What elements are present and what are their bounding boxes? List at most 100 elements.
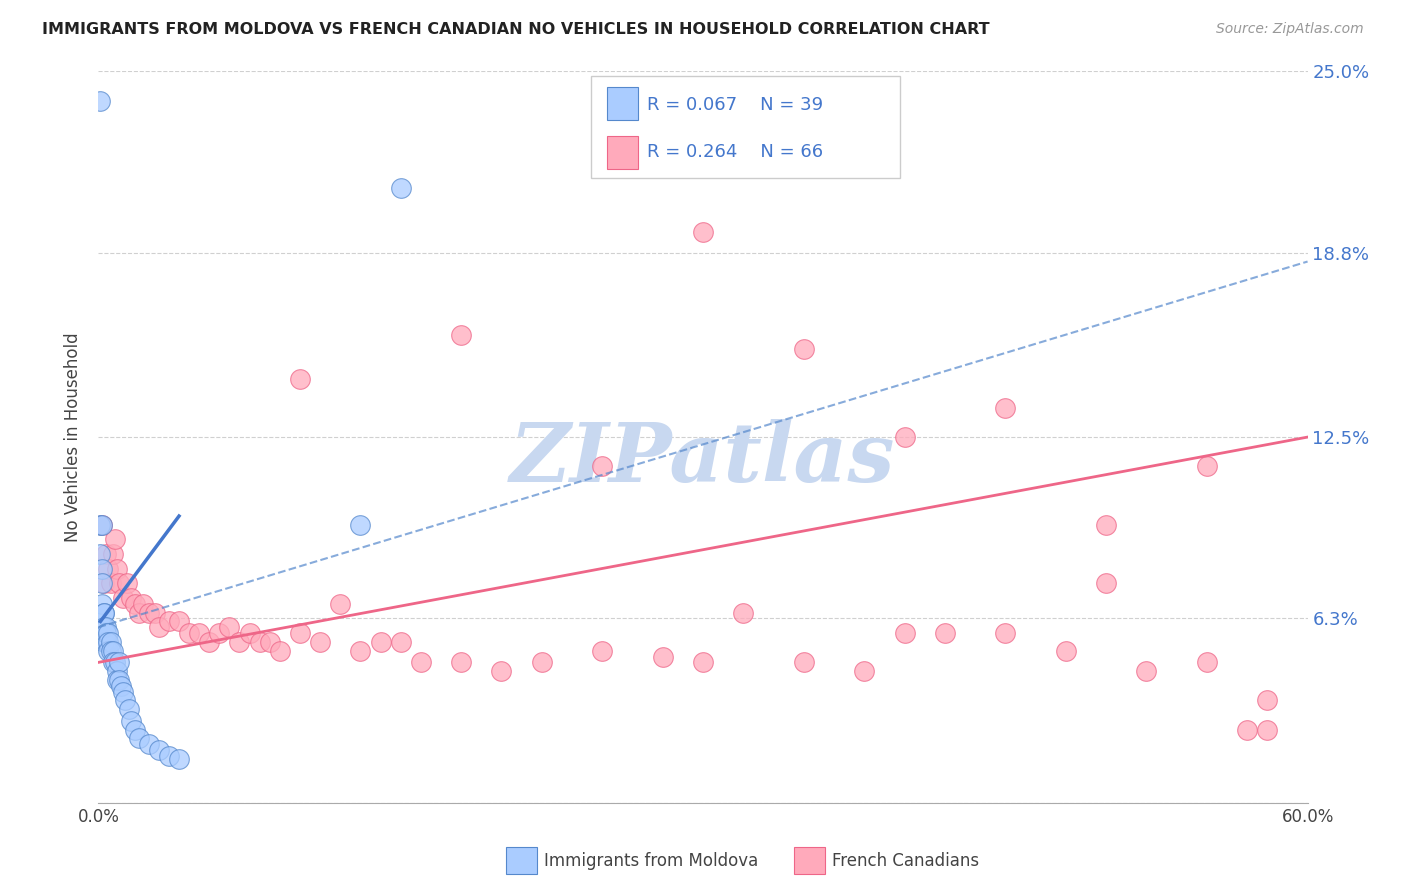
Text: R = 0.264    N = 66: R = 0.264 N = 66 — [647, 143, 823, 161]
Text: Source: ZipAtlas.com: Source: ZipAtlas.com — [1216, 22, 1364, 37]
Point — [450, 656, 472, 670]
Point — [138, 606, 160, 620]
Point — [120, 591, 142, 605]
Point — [409, 656, 432, 670]
Point — [101, 643, 124, 657]
Point — [107, 673, 129, 687]
Point — [591, 459, 613, 474]
Point — [269, 643, 291, 657]
Point — [111, 684, 134, 698]
Point — [370, 635, 392, 649]
Point — [934, 626, 956, 640]
Point — [91, 597, 114, 611]
Point — [101, 656, 124, 670]
Point — [105, 664, 128, 678]
Point — [107, 576, 129, 591]
Point — [491, 664, 513, 678]
Point — [96, 547, 118, 561]
Point — [148, 620, 170, 634]
Point — [228, 635, 250, 649]
Point — [157, 749, 180, 764]
Point — [96, 635, 118, 649]
Point — [179, 626, 201, 640]
Point — [167, 615, 190, 629]
Point — [188, 626, 211, 640]
Point — [120, 714, 142, 728]
Text: ZIPatlas: ZIPatlas — [510, 419, 896, 499]
Point — [115, 576, 138, 591]
Point — [101, 547, 124, 561]
Point — [450, 327, 472, 342]
Y-axis label: No Vehicles in Household: No Vehicles in Household — [65, 332, 83, 542]
Point — [97, 562, 120, 576]
Point — [793, 343, 815, 357]
Point — [167, 752, 190, 766]
Point — [389, 181, 412, 195]
Point — [288, 371, 311, 385]
Point — [853, 152, 876, 166]
Point — [309, 635, 332, 649]
Point — [239, 626, 262, 640]
Point — [1236, 723, 1258, 737]
Point — [91, 576, 114, 591]
Point — [89, 547, 111, 561]
Point — [110, 679, 132, 693]
Point — [1054, 643, 1077, 657]
Point — [157, 615, 180, 629]
Point — [530, 656, 553, 670]
Point — [853, 664, 876, 678]
Point — [100, 643, 122, 657]
Point — [128, 606, 150, 620]
Point — [259, 635, 281, 649]
Point — [1095, 576, 1118, 591]
Point — [89, 517, 111, 532]
Point — [103, 533, 125, 547]
Point — [1256, 723, 1278, 737]
Point — [692, 656, 714, 670]
Point — [96, 626, 118, 640]
Point — [100, 576, 122, 591]
Point — [651, 649, 673, 664]
Point — [96, 620, 118, 634]
Text: R = 0.067    N = 39: R = 0.067 N = 39 — [647, 96, 823, 114]
Point — [218, 620, 240, 634]
Point — [91, 517, 114, 532]
Point — [89, 94, 111, 108]
Point — [692, 225, 714, 239]
Point — [249, 635, 271, 649]
Text: French Canadians: French Canadians — [832, 852, 980, 870]
Point — [103, 656, 125, 670]
Point — [93, 576, 115, 591]
Point — [111, 591, 134, 605]
Point — [107, 656, 129, 670]
Point — [132, 597, 155, 611]
Point — [208, 626, 231, 640]
Point — [288, 626, 311, 640]
Point — [591, 643, 613, 657]
Point — [124, 597, 146, 611]
Point — [349, 643, 371, 657]
Point — [128, 731, 150, 746]
Point — [1095, 517, 1118, 532]
Point — [1195, 656, 1218, 670]
Point — [793, 656, 815, 670]
Point — [100, 635, 122, 649]
Point — [138, 737, 160, 751]
Point — [118, 702, 141, 716]
Point — [97, 635, 120, 649]
Point — [1256, 693, 1278, 707]
Point — [994, 401, 1017, 415]
Point — [1195, 459, 1218, 474]
Point — [114, 693, 136, 707]
Point — [93, 606, 115, 620]
Point — [97, 643, 120, 657]
Point — [93, 620, 115, 634]
Point — [105, 673, 128, 687]
Point — [994, 626, 1017, 640]
Point — [349, 517, 371, 532]
Point — [733, 606, 755, 620]
Point — [93, 606, 115, 620]
Point — [389, 635, 412, 649]
Text: Immigrants from Moldova: Immigrants from Moldova — [544, 852, 758, 870]
Point — [148, 743, 170, 757]
